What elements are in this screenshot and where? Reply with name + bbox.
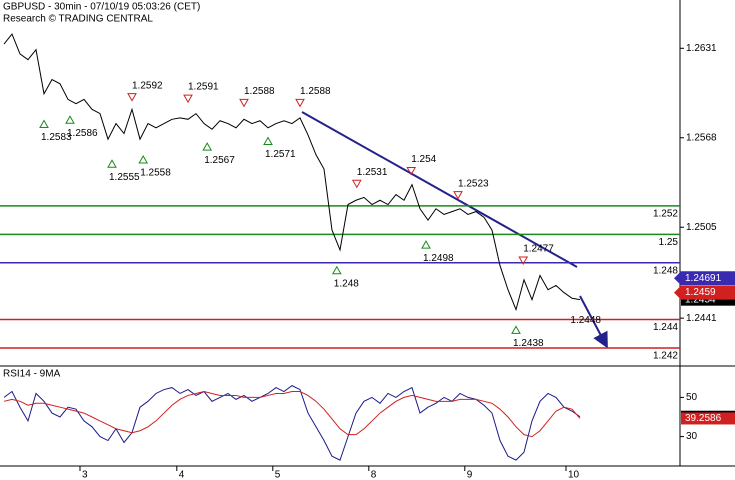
trend-line: [301, 111, 578, 268]
low-label: 1.2498: [423, 253, 454, 264]
chart-subtitle: Research © TRADING CENTRAL: [3, 14, 153, 25]
chart-title: GBPUSD - 30min - 07/10/19 05:03:26 (CET): [3, 2, 200, 13]
price-tag-label: 1.2459: [685, 287, 716, 298]
high-marker: [518, 256, 529, 266]
series-line: [3, 385, 581, 461]
high-marker: [295, 98, 305, 108]
last-value-tag: [681, 412, 735, 425]
series-line: [3, 391, 581, 438]
y-tick-label: 1.2568: [686, 132, 717, 143]
low-label: 1.2558: [140, 168, 171, 179]
level-label: 1.25: [659, 237, 679, 248]
x-tick-label: 3: [82, 470, 88, 480]
level-label: 1.244: [653, 322, 678, 333]
high-marker: [351, 179, 362, 189]
low-marker: [65, 115, 75, 124]
low-label: 1.2438: [513, 338, 544, 349]
last-value-label: 1.2454: [685, 294, 716, 305]
last-value-label: 39.2586: [685, 413, 722, 424]
price-tag: [674, 271, 735, 286]
forecast-arrow: [579, 295, 608, 349]
x-tick-label: 5: [275, 470, 281, 480]
y-tick-label: 1.2505: [686, 222, 717, 233]
low-label: 1.2571: [265, 149, 296, 160]
high-label: 1.2523: [458, 178, 489, 189]
high-marker: [183, 94, 193, 104]
low-marker: [263, 136, 273, 146]
x-tick-label: 9: [467, 470, 473, 480]
y-tick-label: 1.2631: [686, 43, 717, 54]
low-label: 1.2567: [204, 155, 235, 166]
high-marker: [239, 98, 249, 108]
low-marker: [138, 154, 149, 164]
rsi-title: RSI14 - 9MA: [3, 369, 61, 380]
low-label: 1.2555: [109, 172, 140, 183]
low-marker: [331, 265, 342, 275]
low-marker: [202, 142, 213, 151]
level-label: 1.242: [653, 351, 678, 362]
high-label: 1.2588: [300, 86, 331, 97]
high-label: 1.2591: [188, 82, 219, 93]
y-tick-label: 1.2441: [686, 313, 717, 324]
price-label: 1.2448: [570, 315, 601, 326]
high-label: 1.2531: [357, 167, 388, 178]
low-label: 1.2586: [67, 128, 98, 139]
high-marker: [406, 167, 417, 176]
plot-layer: 1.2441 1.2505 1.2568 1.2631 3 4 5 8 9 10 1.252 1.25…: [0, 33, 735, 480]
price-tag: [674, 285, 735, 300]
low-marker: [107, 159, 117, 168]
x-tick-label: 4: [179, 470, 185, 480]
level-label: 1.248: [653, 265, 678, 276]
low-label: 1.248: [334, 278, 359, 289]
y-tick-label: 50: [686, 392, 698, 403]
level-label: 1.252: [653, 209, 678, 220]
price-tag-label: 1.24691: [685, 273, 722, 284]
low-marker: [421, 240, 431, 249]
high-label: 1.2592: [132, 80, 163, 91]
high-label: 1.2588: [244, 86, 275, 97]
high-label: 1.254: [411, 154, 436, 165]
high-marker: [453, 191, 463, 200]
x-tick-label: 8: [371, 470, 377, 480]
low-marker: [511, 325, 521, 334]
high-marker: [127, 93, 137, 102]
x-tick-label: 10: [568, 470, 580, 480]
series-line: [3, 33, 581, 312]
y-tick-label: 30: [686, 431, 698, 442]
high-label: 1.2477: [523, 244, 554, 255]
low-marker: [39, 119, 49, 128]
low-label: 1.2583: [41, 132, 72, 143]
